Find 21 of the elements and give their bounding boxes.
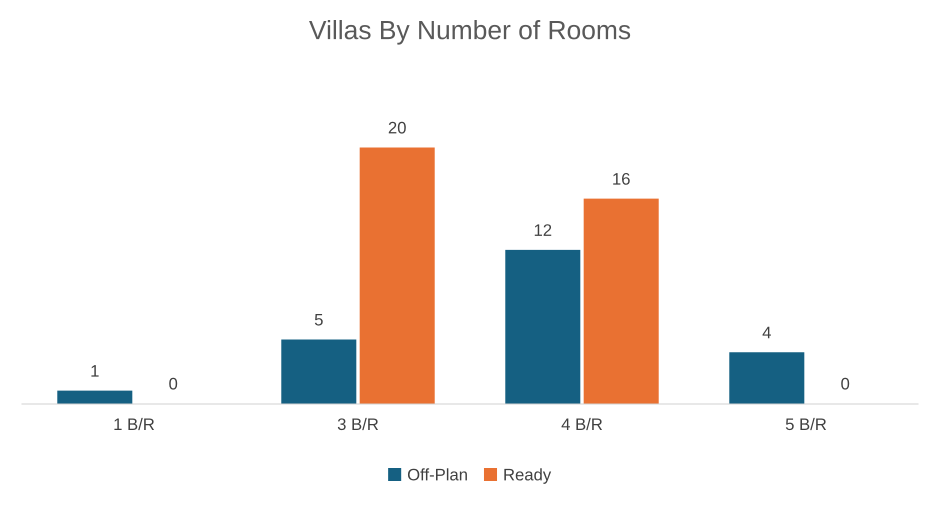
x-tick-label: 1 B/R xyxy=(114,418,154,430)
x-tick-label: 4 B/R xyxy=(562,418,602,430)
data-label: 20 xyxy=(388,122,406,134)
bar xyxy=(57,390,132,404)
data-label: 5 xyxy=(314,314,323,326)
x-tick-label: 5 B/R xyxy=(786,418,826,430)
data-label: 16 xyxy=(613,172,630,185)
data-label: 0 xyxy=(169,378,178,390)
data-label: 12 xyxy=(534,224,552,236)
bar xyxy=(360,147,435,404)
data-label: 0 xyxy=(841,378,850,390)
data-label: 1 xyxy=(91,365,99,377)
data-label: 4 xyxy=(762,326,771,338)
bar xyxy=(505,250,580,404)
bar xyxy=(729,352,804,404)
x-tick-label: 3 B/R xyxy=(338,418,378,430)
legend-label: Off-Plan xyxy=(408,468,467,481)
chart-title: Villas By Number of Rooms xyxy=(309,20,630,45)
legend-label: Ready xyxy=(504,468,552,484)
bar xyxy=(281,339,356,404)
bar xyxy=(584,198,659,404)
